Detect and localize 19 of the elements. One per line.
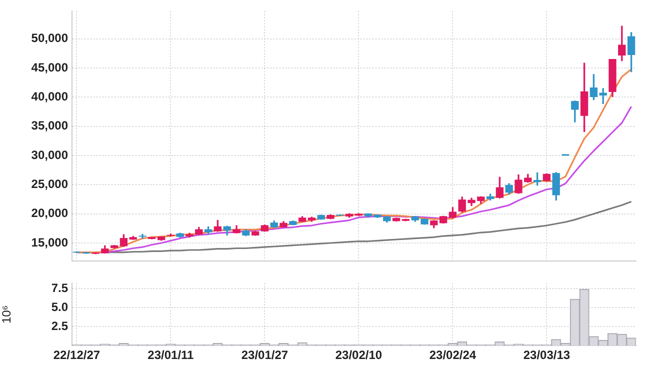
y-tick-label: 45,000: [31, 60, 68, 74]
y-tick-label: 50,000: [31, 31, 68, 46]
y-tick-label: 7.5: [51, 280, 68, 295]
y-tick-label: 20,000: [31, 206, 68, 220]
y-tick-label: 15,000: [31, 235, 68, 250]
x-tick-label: 23/02/24: [429, 348, 476, 362]
y-tick-label: 5.0: [51, 300, 68, 314]
x-tick-label: 23/02/10: [335, 348, 382, 362]
x-tick-label: 22/12/27: [53, 348, 100, 362]
y-tick-label: 30,000: [31, 148, 68, 162]
y-tick-label: 40,000: [31, 90, 68, 104]
y-tick-label: 2.5: [51, 318, 68, 333]
y-axis-title: 10⁶: [0, 305, 14, 324]
candlestick: [138, 234, 146, 239]
y-tick-label: 25,000: [31, 177, 68, 192]
x-tick-label: 23/01/11: [148, 348, 194, 362]
x-tick-label: 23/03/13: [523, 348, 570, 362]
x-tick-label: 23/01/27: [241, 348, 288, 362]
y-tick-label: 35,000: [31, 118, 68, 133]
